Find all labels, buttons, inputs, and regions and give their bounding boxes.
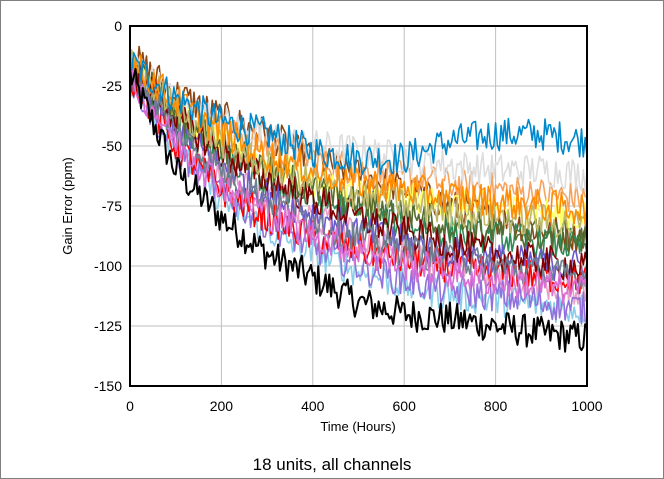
x-tick-label: 200: [210, 398, 234, 414]
x-ticks: 0 200 400 600 800 1000: [126, 398, 603, 414]
y-tick-label: 0: [114, 18, 122, 34]
caption: 18 units, all channels: [252, 455, 412, 474]
series-layer: [129, 45, 588, 353]
x-tick-label: 600: [393, 398, 417, 414]
x-tick-label: 0: [126, 398, 134, 414]
y-tick-label: -50: [102, 138, 122, 154]
y-ticks: 0 -25 -50 -75 -100 -125 -150: [94, 18, 122, 394]
x-tick-label: 1000: [571, 398, 602, 414]
plot-border: [129, 25, 588, 387]
series-line: [129, 51, 588, 192]
y-tick-label: -75: [102, 198, 122, 214]
y-tick-label: -100: [94, 258, 122, 274]
x-axis-label: Time (Hours): [320, 419, 395, 434]
y-axis-label: Gain Error (ppm): [60, 157, 75, 255]
x-tick-label: 800: [484, 398, 508, 414]
y-tick-label: -25: [102, 78, 122, 94]
series-line: [129, 61, 588, 305]
y-tick-label: -125: [94, 318, 122, 334]
x-tick-label: 400: [301, 398, 325, 414]
y-tick-label: -150: [94, 378, 122, 394]
series-line: [129, 56, 588, 282]
series-line: [129, 50, 588, 238]
series-line: [129, 60, 588, 295]
series-line: [129, 54, 588, 226]
series-line: [129, 52, 588, 176]
series-line: [129, 67, 588, 353]
